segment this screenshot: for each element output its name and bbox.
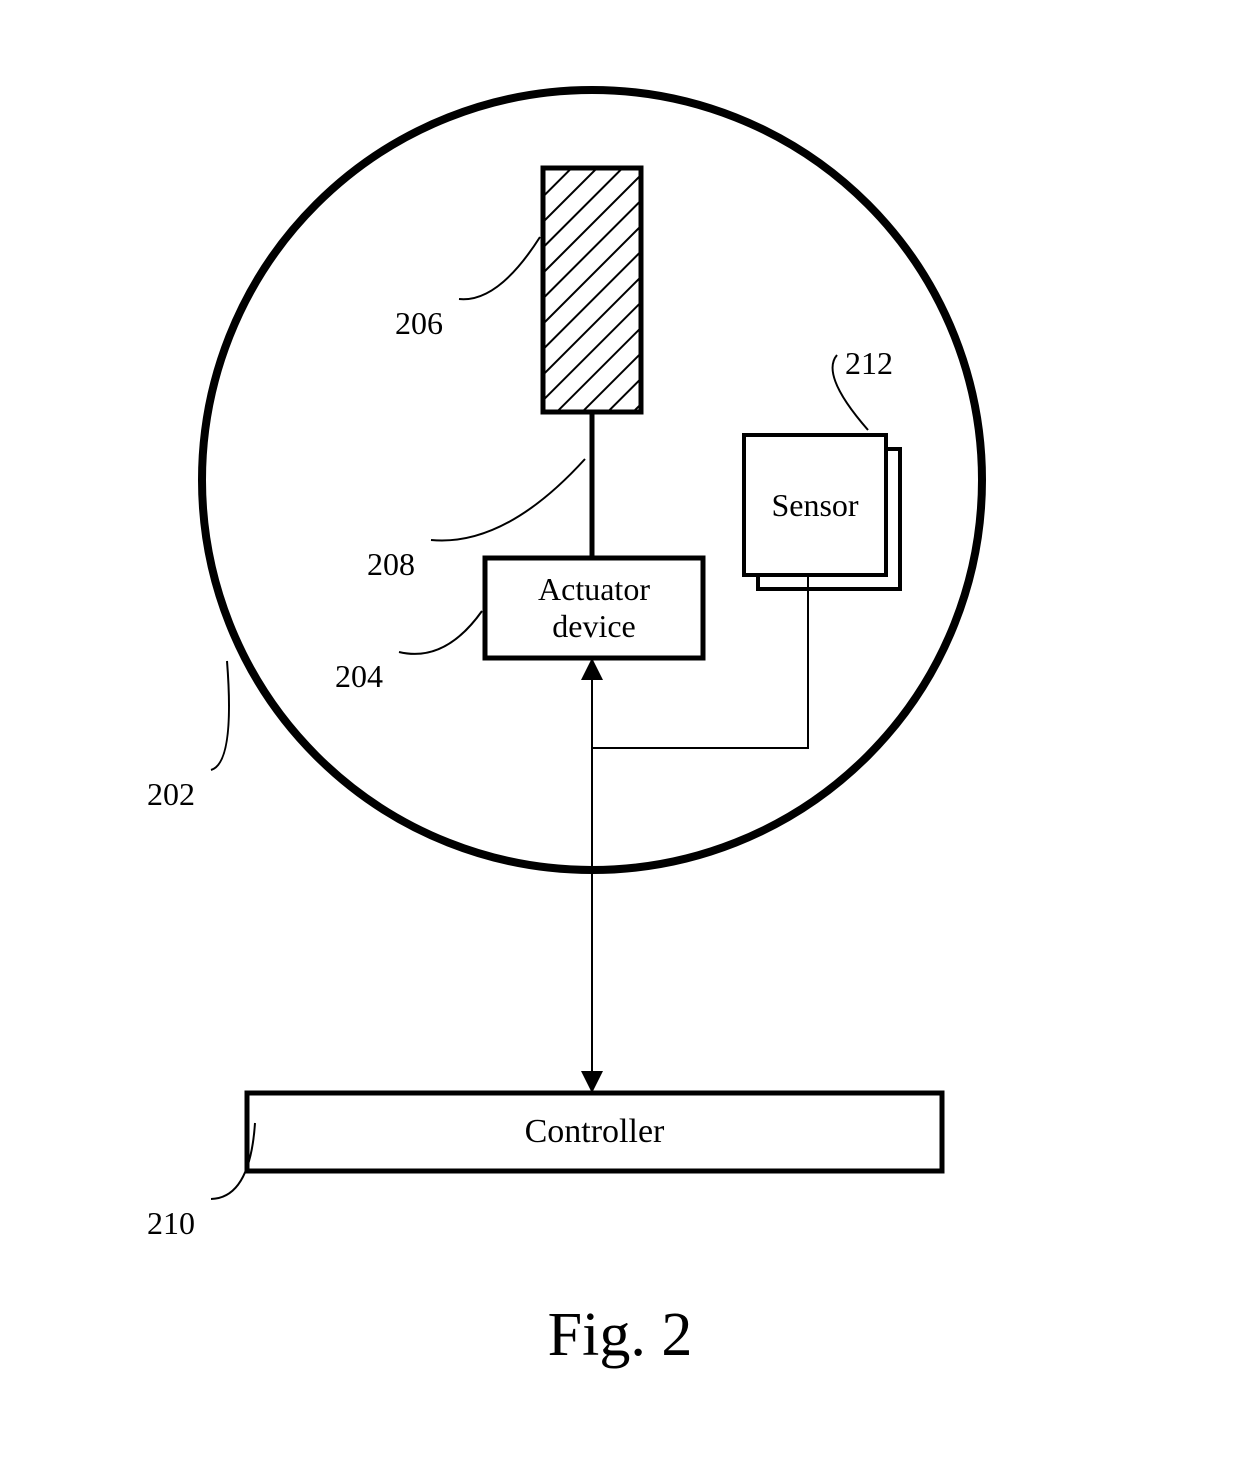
callout-leader-206 — [459, 237, 540, 299]
arrowhead-up-icon — [581, 658, 603, 680]
callout-leader-202 — [211, 661, 229, 770]
actuator-box-label: Actuator device — [485, 558, 703, 658]
ref-label-208: 208 — [367, 546, 415, 583]
ref-label-202: 202 — [147, 776, 195, 813]
figure-caption: Fig. 2 — [0, 1300, 1240, 1371]
callout-leader-204 — [399, 611, 482, 654]
ref-label-204: 204 — [335, 658, 383, 695]
arrowhead-down-icon — [581, 1071, 603, 1093]
ref-label-206: 206 — [395, 305, 443, 342]
ref-label-210: 210 — [147, 1205, 195, 1242]
diagram-canvas — [0, 0, 1240, 1469]
controller-box-label: Controller — [247, 1093, 942, 1171]
callout-leader-208 — [431, 459, 585, 541]
sensor-box-label: Sensor — [744, 435, 886, 575]
hatched-component — [543, 168, 641, 412]
ref-label-212: 212 — [845, 345, 893, 382]
